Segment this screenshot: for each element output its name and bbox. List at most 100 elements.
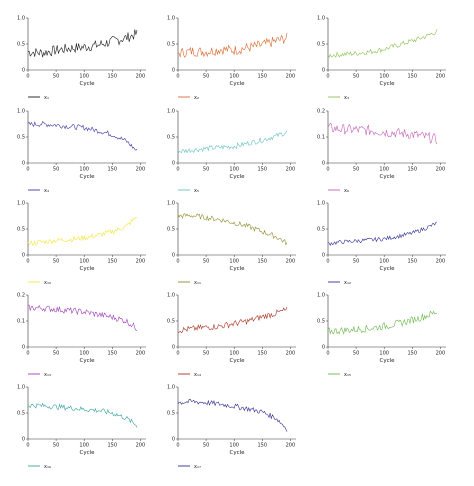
y-tick-label: 1.0 — [17, 16, 25, 22]
series-line-x5 — [177, 130, 288, 154]
x-tick-label: 150 — [258, 351, 268, 357]
x-axis-label: Cycle — [79, 174, 95, 180]
y-tick-label: 1.0 — [17, 385, 25, 391]
y-tick-label: 0.5 — [17, 227, 25, 233]
x-tick-label: 50 — [203, 443, 209, 449]
legend-label: x₅ — [194, 188, 199, 194]
x-axis-label: Cycle — [79, 266, 95, 272]
panel-x6: 0 0.1 0.2 0 50 100 150 200 Cycle x₆ — [317, 109, 446, 194]
x-tick-label: 200 — [286, 351, 296, 357]
y-tick-label: 0.1 — [317, 135, 325, 141]
x-tick-label: 0 — [176, 351, 179, 357]
y-tick-label: 0.2 — [317, 109, 325, 115]
legend-label: x₁₃ — [44, 372, 51, 378]
legend-label: x₁₅ — [344, 372, 351, 378]
y-tick-label: 0 — [172, 68, 175, 74]
x-tick-label: 0 — [326, 74, 329, 80]
x-axis-label: Cycle — [379, 358, 395, 364]
x-tick-label: 200 — [436, 74, 446, 80]
x-axis-label: Cycle — [379, 81, 395, 87]
panel-x1: 0 0.5 1.0 0 50 100 150 200 Cycle x₁ — [17, 16, 146, 101]
y-tick-label: 0.5 — [167, 411, 175, 417]
series-line-x4 — [27, 121, 138, 151]
x-tick-label: 100 — [229, 167, 239, 173]
y-tick-label: 0.5 — [17, 411, 25, 417]
x-tick-label: 50 — [53, 74, 59, 80]
x-tick-label: 50 — [203, 351, 209, 357]
legend-label: x₁₄ — [194, 372, 201, 378]
panel-x12: 0 0.5 1.0 0 50 100 150 200 Cycle x₁₂ — [317, 201, 446, 286]
series-line-x12 — [327, 221, 438, 246]
legend-label: x₄ — [44, 188, 49, 194]
x-tick-label: 0 — [176, 74, 179, 80]
x-tick-label: 200 — [136, 443, 146, 449]
x-tick-label: 50 — [353, 74, 359, 80]
panel-x5: 0 0.5 1.0 0 50 100 150 200 Cycle x₅ — [167, 109, 296, 194]
x-tick-label: 100 — [79, 259, 89, 265]
legend-label: x₁₂ — [344, 280, 351, 286]
x-tick-label: 200 — [286, 443, 296, 449]
x-tick-label: 50 — [353, 259, 359, 265]
x-tick-label: 100 — [379, 167, 389, 173]
y-tick-label: 1.0 — [167, 293, 175, 299]
x-tick-label: 50 — [203, 259, 209, 265]
legend-label: x₁₆ — [44, 464, 51, 470]
x-tick-label: 150 — [108, 351, 118, 357]
x-tick-label: 150 — [108, 259, 118, 265]
x-tick-label: 0 — [26, 74, 29, 80]
x-axis-label: Cycle — [79, 81, 95, 87]
x-tick-label: 50 — [353, 167, 359, 173]
legend-label: x₁₇ — [194, 464, 201, 470]
x-tick-label: 0 — [326, 351, 329, 357]
y-tick-label: 0 — [172, 161, 175, 167]
x-tick-label: 100 — [379, 74, 389, 80]
x-axis-label: Cycle — [229, 81, 245, 87]
y-tick-label: 0.5 — [167, 42, 175, 48]
legend-label: x₁₁ — [194, 280, 201, 286]
x-tick-label: 150 — [258, 74, 268, 80]
x-tick-label: 150 — [408, 351, 418, 357]
series-line-x13 — [27, 304, 138, 331]
x-tick-label: 100 — [79, 351, 89, 357]
x-tick-label: 200 — [136, 74, 146, 80]
x-axis-label: Cycle — [229, 174, 245, 180]
y-tick-label: 0 — [22, 253, 25, 259]
x-tick-label: 200 — [286, 167, 296, 173]
panel-x13: 0 0.1 0.2 0 50 100 150 200 Cycle x₁₃ — [17, 293, 146, 378]
x-tick-label: 200 — [136, 167, 146, 173]
x-tick-label: 50 — [203, 167, 209, 173]
x-tick-label: 100 — [79, 74, 89, 80]
x-axis-label: Cycle — [79, 358, 95, 364]
x-tick-label: 0 — [26, 259, 29, 265]
panel-x15: 0 0.5 1.0 0 50 100 150 200 Cycle x₁₅ — [317, 293, 446, 378]
y-tick-label: 0.5 — [317, 319, 325, 325]
x-tick-label: 50 — [53, 167, 59, 173]
y-tick-label: 0.5 — [17, 42, 25, 48]
panel-x4: 0 0.5 1.0 0 50 100 150 200 Cycle x₄ — [17, 109, 146, 194]
panel-x14: 0 0.5 1.0 0 50 100 150 200 Cycle x₁₄ — [167, 293, 296, 378]
legend-label: x₁ — [44, 95, 49, 101]
y-tick-label: 0 — [322, 68, 325, 74]
x-tick-label: 150 — [108, 443, 118, 449]
y-tick-label: 0 — [172, 253, 175, 259]
series-line-x1 — [27, 29, 138, 58]
x-tick-label: 200 — [436, 259, 446, 265]
y-tick-label: 1.0 — [167, 385, 175, 391]
panel-x2: 0 0.5 1.0 0 50 100 150 200 Cycle x₂ — [167, 16, 296, 101]
series-line-x16 — [27, 402, 138, 428]
y-tick-label: 0 — [22, 345, 25, 351]
x-axis-label: Cycle — [379, 174, 395, 180]
x-tick-label: 150 — [408, 74, 418, 80]
x-axis-label: Cycle — [229, 358, 245, 364]
panel-x10: 0 0.5 1.0 0 50 100 150 200 Cycle x₁₀ — [17, 201, 146, 286]
y-tick-label: 0.5 — [17, 135, 25, 141]
series-line-x10 — [27, 216, 138, 246]
y-tick-label: 1.0 — [17, 201, 25, 207]
y-tick-label: 0.5 — [167, 319, 175, 325]
y-tick-label: 1.0 — [317, 16, 325, 22]
x-tick-label: 50 — [203, 74, 209, 80]
series-line-x17 — [177, 398, 288, 432]
panel-x11: 0 0.5 1.0 0 50 100 150 200 Cycle x₁₁ — [167, 201, 296, 286]
y-tick-label: 0 — [172, 345, 175, 351]
